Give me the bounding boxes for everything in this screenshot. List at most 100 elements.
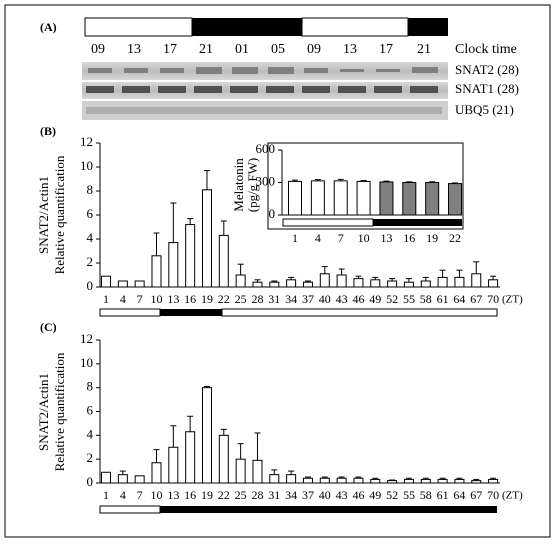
x-tick-label: 31	[268, 488, 280, 502]
x-tick-label: 31	[268, 292, 280, 306]
y-tick-label: 8	[87, 182, 94, 197]
x-tick-label: 49	[369, 488, 381, 502]
y-axis-label: Melatonin	[231, 158, 246, 212]
bar	[333, 180, 348, 216]
bar	[168, 242, 179, 288]
y-tick-label: 10	[80, 158, 93, 173]
y-tick-label: 600	[256, 141, 276, 156]
bar	[403, 478, 414, 484]
bar	[310, 180, 325, 216]
bar	[101, 471, 111, 484]
band-label: SNAT2 (28)	[455, 62, 519, 77]
x-tick-label: 25	[235, 292, 247, 306]
x-tick-label: 4	[120, 488, 126, 502]
x-tick-label: 13	[167, 488, 179, 502]
x-tick-label: 52	[386, 292, 398, 306]
x-tick-label: 4	[120, 292, 126, 306]
time-label: 01	[235, 42, 249, 57]
bar	[420, 478, 431, 484]
bar	[437, 276, 448, 288]
time-label: 05	[271, 42, 285, 57]
bar	[454, 276, 465, 288]
x-tick-label: 19	[426, 231, 438, 245]
band-label: UBQ5 (21)	[455, 102, 514, 117]
time-label: 13	[343, 42, 357, 57]
x-tick-label: 22	[449, 231, 461, 245]
bar	[168, 446, 179, 484]
bar	[235, 274, 246, 288]
x-tick-label: 58	[420, 488, 432, 502]
bar	[269, 474, 280, 484]
bar	[151, 255, 162, 288]
y-tick-label: 4	[87, 426, 94, 441]
gel	[82, 62, 448, 120]
time-label: Clock time	[455, 42, 517, 57]
y-tick-label: 0	[87, 278, 94, 293]
x-tick-label: 43	[336, 488, 348, 502]
x-tick-label: 10	[150, 488, 162, 502]
y-axis-label: SNAT2/Actin1	[36, 176, 51, 254]
bar	[402, 182, 417, 216]
y-tick-label: 4	[87, 230, 94, 245]
bar	[353, 278, 364, 288]
bar	[252, 459, 263, 484]
y-tick-label: 8	[87, 379, 94, 394]
bar	[353, 477, 364, 484]
x-tick-label: 25	[235, 488, 247, 502]
bar	[420, 280, 431, 288]
bar	[471, 480, 482, 484]
time-label: 17	[379, 42, 393, 57]
bar	[235, 458, 246, 484]
bar	[319, 477, 330, 484]
bar	[302, 477, 313, 484]
x-tick-label: 55	[403, 488, 415, 502]
bar	[488, 279, 499, 288]
panel-label: (C)	[40, 320, 57, 334]
time-label: 21	[417, 42, 431, 57]
x-tick-label: 13	[167, 292, 179, 306]
x-tick-label: 10	[150, 292, 162, 306]
figure-border	[4, 4, 551, 538]
x-tick-label: 67	[470, 292, 482, 306]
bar	[370, 279, 381, 288]
x-tick-label: 34	[285, 292, 297, 306]
x-tick-label: 49	[369, 292, 381, 306]
panel-label: (B)	[40, 124, 56, 138]
x-tick-label: 19	[201, 292, 213, 306]
time-label: 09	[307, 42, 321, 57]
bar	[269, 281, 280, 288]
bar	[471, 273, 482, 288]
bar	[437, 478, 448, 484]
x-tick-label: 40	[319, 292, 331, 306]
y-tick-label: 2	[87, 450, 94, 465]
y-axis-label: (pg/g FW)	[245, 158, 260, 213]
bar	[134, 280, 145, 288]
x-tick-label: 28	[251, 292, 263, 306]
bar	[403, 281, 414, 288]
time-label: 09	[91, 42, 105, 57]
y-tick-label: 12	[80, 331, 93, 346]
bar	[319, 273, 330, 288]
bar	[117, 280, 128, 288]
x-tick-label: 67	[470, 488, 482, 502]
bar	[454, 478, 465, 484]
y-tick-label: 6	[87, 206, 94, 221]
x-tick-label: 40	[319, 488, 331, 502]
inset-frame	[267, 142, 464, 230]
x-tick-label: 46	[352, 292, 364, 306]
bar	[201, 189, 212, 288]
bar	[448, 183, 463, 216]
b-light-dark-bar	[99, 308, 498, 317]
y-tick-label: 12	[80, 134, 93, 149]
bar	[336, 274, 347, 288]
y-tick-label: 300	[256, 173, 276, 188]
y-tick-label: 6	[87, 402, 94, 417]
x-tick-label: 13	[380, 231, 392, 245]
bar	[488, 478, 499, 484]
x-tick-label: 7	[137, 292, 143, 306]
y-axis-label: Relative quantification	[52, 155, 67, 274]
bar	[218, 234, 229, 288]
bar	[117, 474, 128, 484]
x-tick-label: 37	[302, 292, 314, 306]
